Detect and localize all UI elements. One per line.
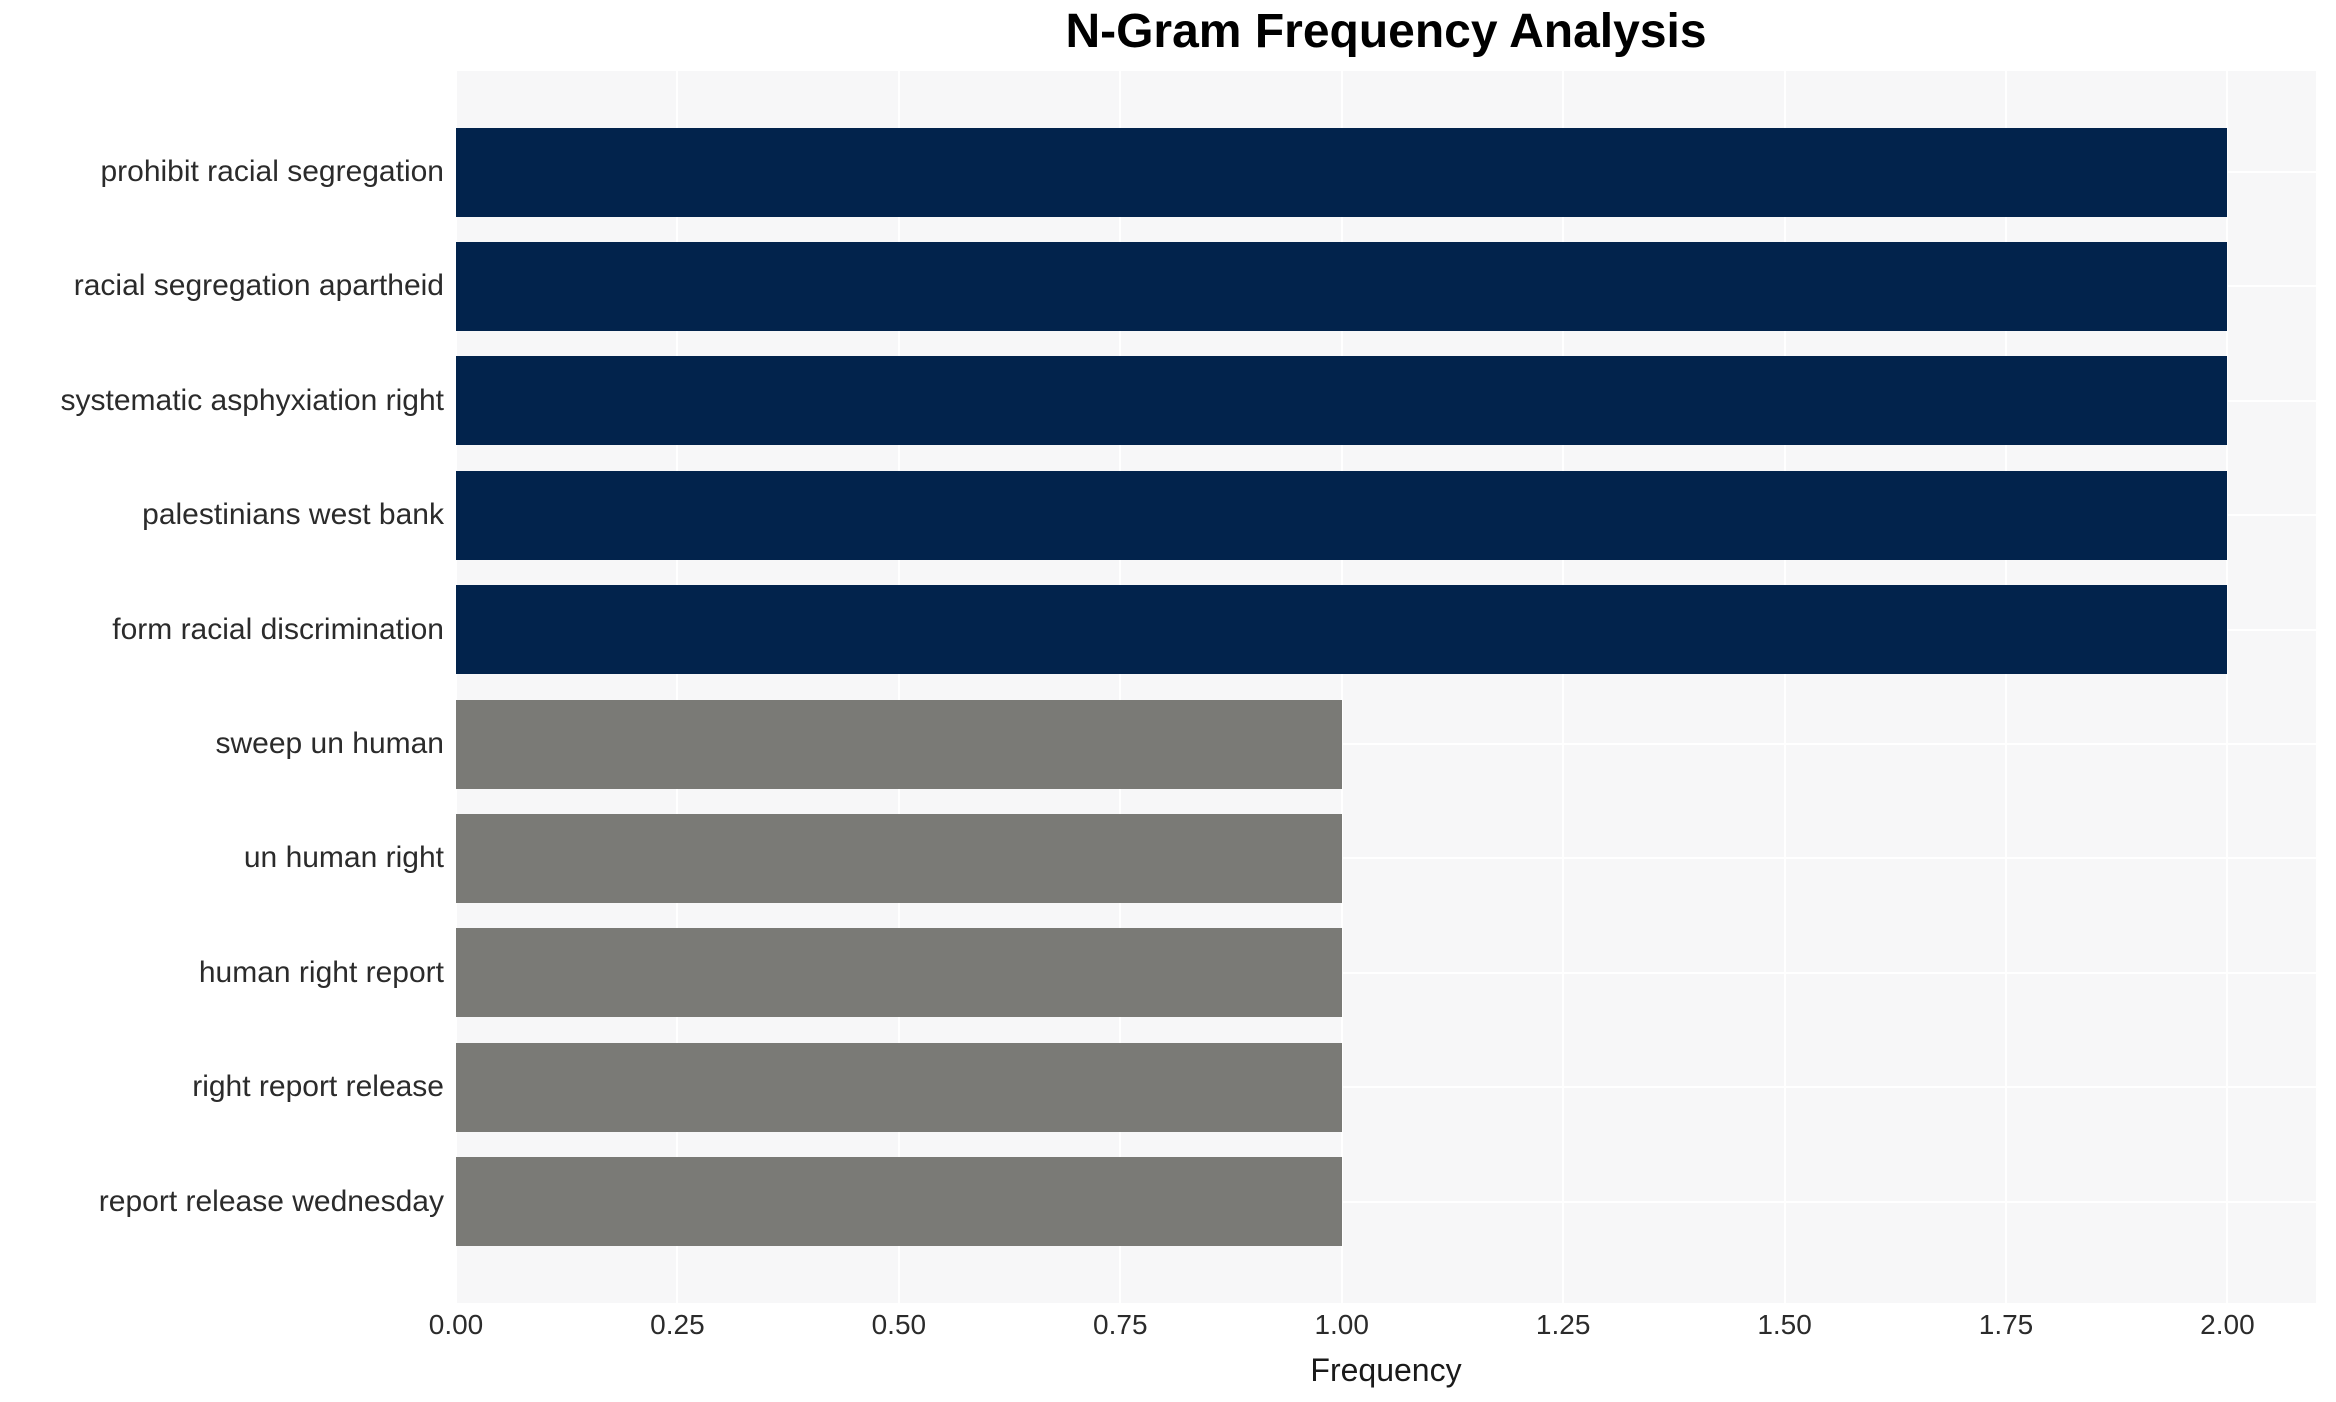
- category-label: un human right: [243, 841, 444, 875]
- x-tick-label: 1.75: [1978, 1309, 2034, 1340]
- bar-systematic-asphyxiation-right: [456, 356, 2228, 446]
- gridline-horizontal: [456, 1200, 2316, 1203]
- category-label: sweep un human: [215, 727, 445, 760]
- gridline-vertical: [897, 71, 900, 1303]
- bar-form-racial-discrimination: [456, 585, 2228, 675]
- x-axis-label: Frequency: [1310, 1352, 1462, 1388]
- gridline-vertical: [1783, 71, 1786, 1303]
- category-label: prohibit racial segregation: [100, 155, 444, 188]
- gridline-horizontal: [456, 743, 2316, 745]
- x-tick-label: 1.25: [1535, 1309, 1591, 1340]
- bar-sweep-un-human: [456, 699, 1342, 789]
- gridline-vertical: [2226, 71, 2229, 1303]
- gridline-vertical: [2005, 71, 2007, 1303]
- gridline-vertical: [1119, 71, 1122, 1303]
- gridline-horizontal: [456, 1086, 2316, 1089]
- bar-right-report-release: [456, 1042, 1342, 1132]
- category-label: human right report: [198, 955, 444, 989]
- bar-racial-segregation-apartheid: [456, 241, 2228, 331]
- gridline-vertical: [676, 71, 679, 1303]
- category-label: form racial discrimination: [112, 612, 444, 646]
- x-tick-label: 2.00: [2200, 1309, 2255, 1340]
- gridline-vertical: [1562, 71, 1565, 1303]
- gridline-horizontal: [456, 971, 2316, 974]
- category-label: systematic asphyxiation right: [60, 383, 445, 417]
- y-axis-category-labels: prohibit racial segregation racial segreg…: [0, 71, 445, 1303]
- bar-human-right-report: [456, 928, 1342, 1018]
- bar-prohibit-racial-segregation: [456, 127, 2228, 217]
- chart-title: N-Gram Frequency Analysis: [1065, 5, 1707, 58]
- plot-area: [455, 71, 2316, 1303]
- x-tick-label: 0.25: [650, 1309, 705, 1340]
- category-label: right report release: [192, 1070, 444, 1104]
- x-tick-label: 1.50: [1757, 1309, 1812, 1340]
- bar-report-release-wednesday: [456, 1157, 1342, 1247]
- category-label: racial segregation apartheid: [73, 269, 444, 303]
- gridline-vertical: [455, 71, 457, 1303]
- x-tick-label: 0.50: [871, 1309, 927, 1340]
- bar-palestinians-west-bank: [456, 470, 2228, 560]
- category-label: palestinians west bank: [142, 498, 444, 532]
- gridline-vertical: [1340, 71, 1343, 1303]
- x-tick-label: 1.00: [1314, 1309, 1369, 1340]
- x-tick-label: 0.00: [428, 1309, 484, 1340]
- bar-un-human-right: [456, 813, 1342, 903]
- gridline-horizontal: [456, 857, 2316, 860]
- x-tick-label: 0.75: [1093, 1309, 1148, 1340]
- x-axis-tick-labels: 0.00 0.25 0.50 0.75 1.00 1.25 1.50 1.75 2.00: [429, 1309, 2316, 1349]
- category-label: report release wednesday: [98, 1184, 444, 1218]
